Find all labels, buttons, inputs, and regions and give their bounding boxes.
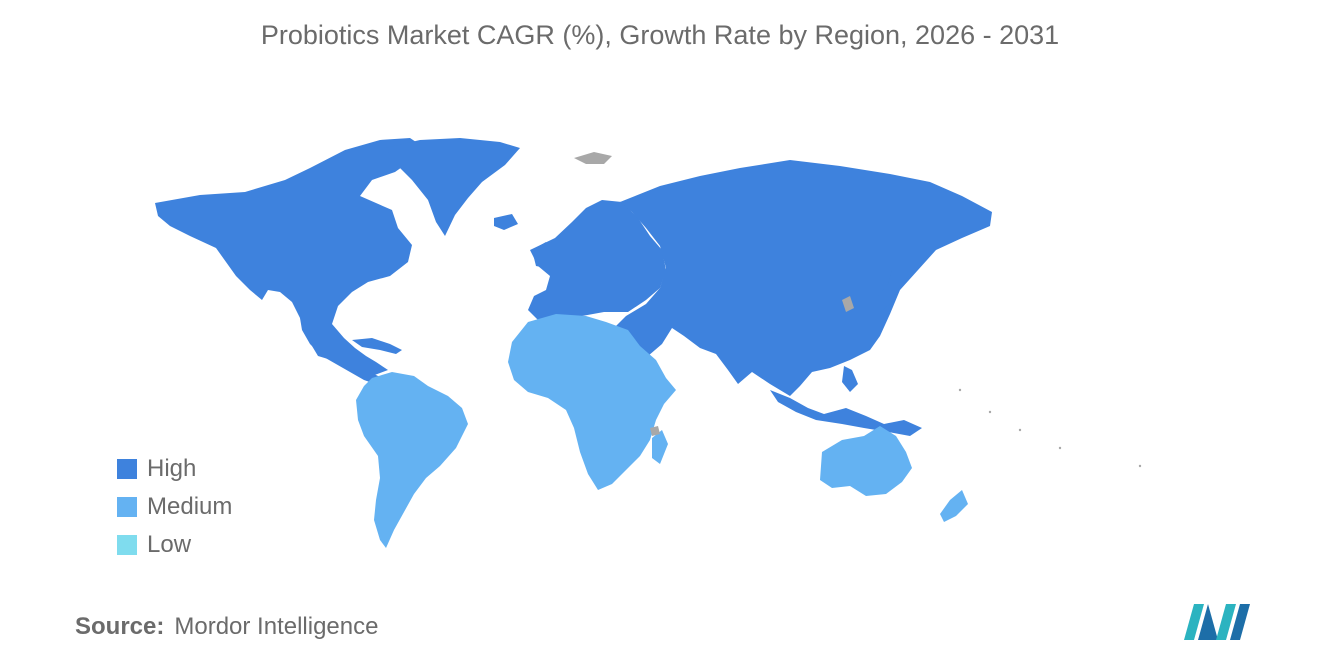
legend-label-low: Low — [147, 531, 192, 558]
region-south-america — [356, 372, 468, 548]
legend-item-low: Low — [117, 526, 232, 564]
region-new-zealand — [940, 490, 968, 522]
region-japan — [872, 270, 900, 312]
region-greenland — [385, 138, 520, 236]
source-line: Source: Mordor Intelligence — [75, 613, 378, 641]
source-value: Mordor Intelligence — [174, 613, 379, 640]
legend-swatch-medium — [117, 497, 137, 517]
pacific-island-dot — [1138, 464, 1142, 468]
region-no-data-korea — [842, 296, 854, 312]
region-no-data-africa — [650, 426, 660, 436]
pacific-island-dot — [1018, 428, 1022, 432]
region-caribbean — [352, 338, 402, 354]
region-madagascar — [652, 430, 668, 464]
legend-label-medium: Medium — [147, 493, 233, 520]
region-asia — [612, 160, 992, 396]
region-philippines — [842, 366, 858, 392]
legend-swatch-low — [117, 535, 137, 555]
mordor-intelligence-logo-icon — [1184, 604, 1250, 640]
region-australia — [820, 426, 912, 496]
region-no-data-svalbard — [574, 152, 612, 164]
chart-title: Probiotics Market CAGR (%), Growth Rate … — [260, 20, 1060, 50]
legend-swatch-high — [117, 459, 137, 479]
pacific-island-dot — [958, 388, 962, 392]
region-europe — [528, 200, 666, 322]
source-label: Source: — [75, 613, 165, 640]
region-africa — [508, 314, 676, 490]
region-north-america — [155, 138, 425, 376]
pacific-island-dot — [1058, 446, 1062, 450]
region-iceland — [494, 214, 518, 230]
legend: High Medium Low — [117, 450, 232, 564]
legend-label-high: High — [147, 455, 197, 482]
pacific-island-dot — [988, 410, 992, 414]
legend-item-medium: Medium — [117, 488, 232, 526]
region-southeast-asia — [770, 390, 922, 436]
region-uk — [532, 242, 552, 268]
legend-item-high: High — [117, 450, 232, 488]
region-central-america — [300, 318, 382, 385]
